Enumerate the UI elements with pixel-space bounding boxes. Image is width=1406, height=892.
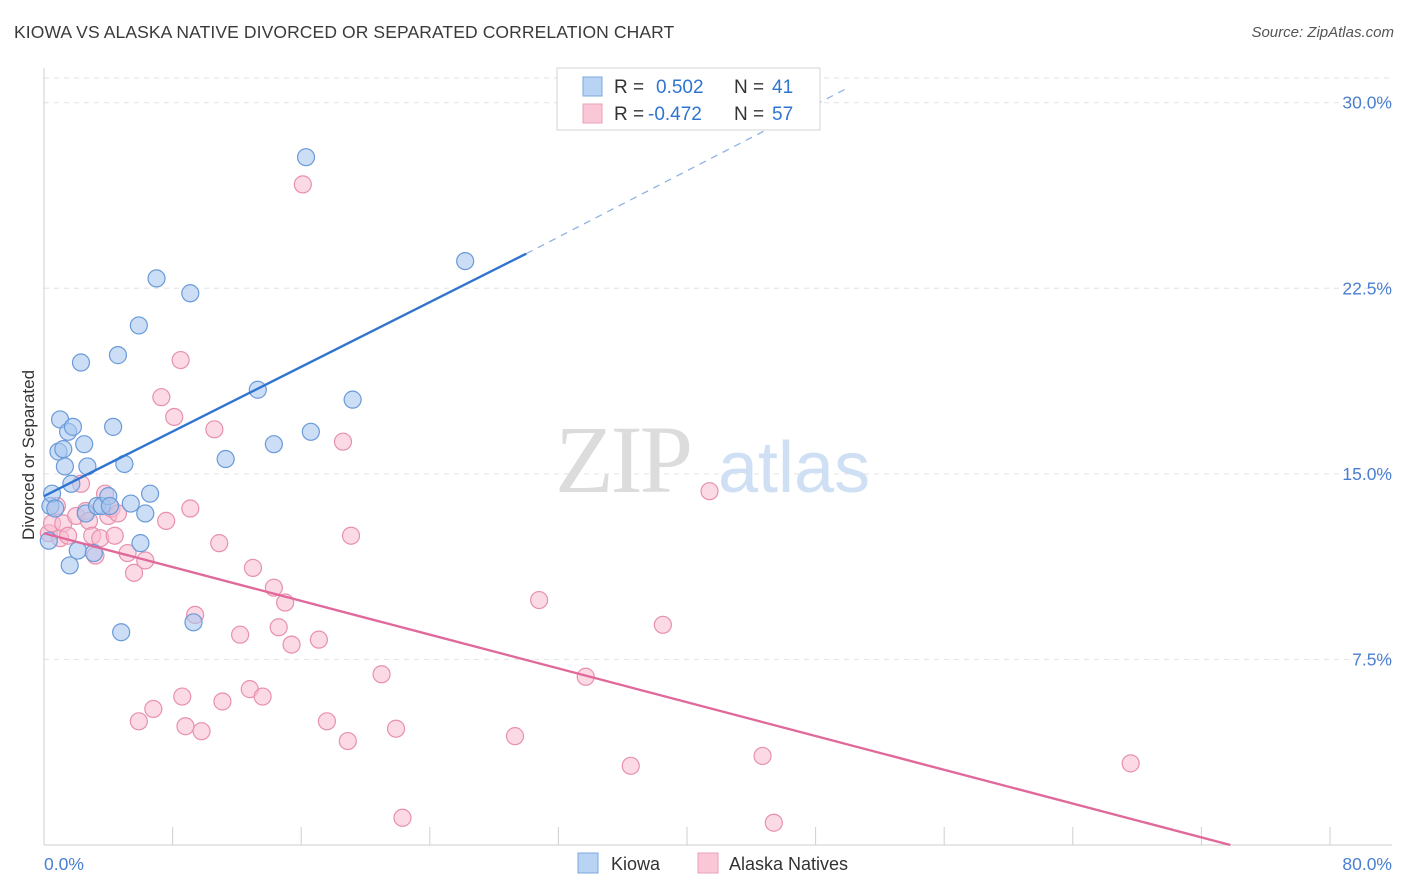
kiowa-trend-line [43, 252, 527, 498]
kiowa-point [296, 148, 316, 167]
kiowa-point [84, 543, 103, 563]
legend-n-label-alaska: N = [734, 104, 764, 125]
alaska-natives-point [309, 630, 328, 649]
alaska-natives-point [165, 407, 184, 427]
alaska-natives-point [621, 756, 640, 775]
x-tick-label-max: 80.0% [1342, 854, 1392, 874]
kiowa-point [71, 353, 91, 372]
alaska-natives-point [505, 727, 525, 746]
alaska-natives-point [210, 534, 229, 553]
bottom-legend-label-kiowa: Kiowa [611, 854, 661, 874]
alaska-natives-point [282, 635, 301, 654]
y-axis-label: Divorced or Separated [19, 370, 38, 540]
kiowa-point [55, 457, 74, 476]
alaska-natives-point [386, 719, 406, 738]
alaska-natives-point [243, 558, 263, 577]
axes [43, 68, 1392, 846]
y-tick-label: 15.0% [1342, 464, 1392, 484]
alaska-natives-point [269, 618, 288, 637]
y-tick-label: 7.5% [1352, 649, 1392, 669]
kiowa-point [46, 499, 65, 518]
kiowa-point [104, 417, 123, 436]
alaska-natives-point [192, 722, 211, 741]
alaska-natives-point [171, 350, 190, 370]
legend-n-label-kiowa: N = [734, 77, 764, 98]
alaska-natives-point [372, 665, 391, 684]
y-tick-label: 30.0% [1342, 93, 1392, 113]
kiowa-point [100, 496, 120, 516]
legend-swatch-kiowa [582, 76, 603, 97]
legend-r-value-kiowa: 0.502 [656, 77, 704, 98]
kiowa-point [216, 449, 235, 469]
alaska-natives-point [157, 511, 176, 530]
alaska-natives-trend-line [43, 532, 1231, 847]
alaska-natives-point [213, 692, 232, 711]
kiowa-point [121, 494, 140, 513]
kiowa-point [456, 251, 475, 271]
kiowa-point [131, 534, 150, 553]
chart-source: Source: ZipAtlas.com [1251, 24, 1394, 41]
alaska-natives-point [317, 712, 337, 731]
kiowa-points [39, 148, 475, 642]
kiowa-point [42, 484, 62, 503]
alaska-natives-point [253, 687, 272, 706]
alaska-natives-point [764, 813, 783, 832]
alaska-natives-point [1121, 754, 1140, 773]
kiowa-point [54, 440, 73, 459]
alaska-natives-point [181, 499, 200, 518]
series-legend: Kiowa Alaska Natives [577, 852, 848, 874]
watermark-zip: ZIP [555, 406, 690, 513]
alaska-natives-point [124, 563, 144, 582]
kiowa-point [75, 435, 94, 454]
kiowa-point [63, 417, 83, 436]
kiowa-point [147, 269, 166, 288]
stats-legend: R = 0.502 N = 41 R = -0.472 N = 57 [556, 67, 821, 131]
kiowa-point [108, 346, 128, 365]
alaska-natives-point [205, 420, 224, 439]
legend-r-value-alaska: -0.472 [648, 104, 702, 125]
kiowa-point [136, 504, 155, 523]
bottom-legend-swatch-alaska [697, 852, 719, 874]
legend-n-value-alaska: 57 [772, 104, 793, 125]
legend-n-value-kiowa: 41 [772, 77, 793, 98]
alaska-natives-point [753, 746, 772, 766]
kiowa-point [129, 316, 148, 335]
legend-r-label-alaska: R = [614, 104, 644, 125]
alaska-natives-point [173, 687, 192, 706]
alaska-natives-point [333, 432, 353, 451]
alaska-natives-point [341, 526, 361, 545]
alaska-natives-point [129, 712, 148, 731]
kiowa-point [264, 435, 283, 454]
alaska-natives-point [105, 526, 124, 545]
alaska-natives-point [293, 175, 312, 194]
kiowa-point [184, 613, 203, 632]
x-tick-label-min: 0.0% [44, 854, 84, 874]
alaska-natives-point [152, 388, 171, 407]
alaska-natives-point [231, 625, 250, 644]
alaska-natives-point [338, 731, 357, 751]
alaska-natives-point [176, 717, 195, 736]
kiowa-point [343, 390, 362, 409]
alaska-natives-point [700, 482, 719, 501]
bottom-legend-swatch-kiowa [577, 852, 599, 874]
alaska-natives-point [144, 699, 163, 719]
kiowa-point [112, 623, 131, 642]
kiowa-point [301, 422, 320, 441]
kiowa-point [60, 556, 79, 575]
y-tick-label: 22.5% [1342, 278, 1392, 298]
legend-swatch-alaska [582, 103, 603, 124]
alaska-natives-point [653, 615, 672, 634]
kiowa-point [62, 474, 81, 493]
watermark-atlas: atlas [718, 428, 870, 508]
chart-title: KIOWA VS ALASKA NATIVE DIVORCED OR SEPAR… [14, 22, 675, 42]
alaska-natives-point [530, 590, 549, 610]
alaska-natives-point [393, 808, 412, 827]
kiowa-point [181, 284, 200, 303]
kiowa-point [140, 484, 160, 503]
bottom-legend-label-alaska: Alaska Natives [729, 854, 848, 874]
tick-labels: 7.5% 15.0% 22.5% 30.0% 0.0% 80.0% [44, 93, 1392, 874]
legend-r-label-kiowa: R = [614, 77, 644, 98]
